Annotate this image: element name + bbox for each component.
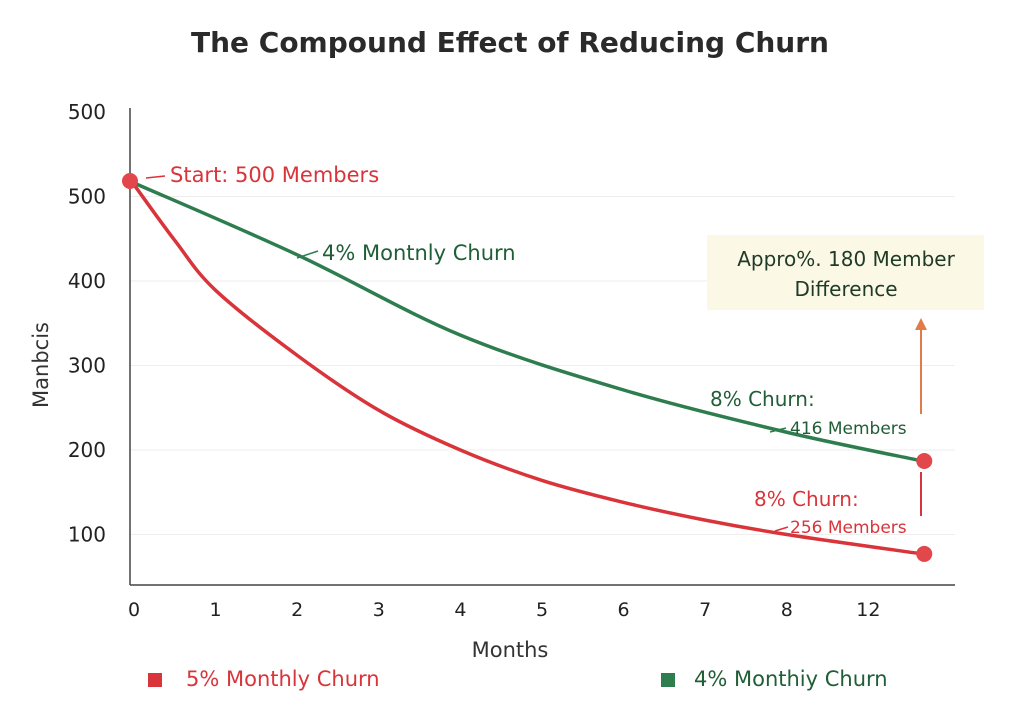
green-end-leader xyxy=(769,427,787,433)
start-annotation: Start: 500 Members xyxy=(170,163,379,187)
green-end-annotation-1: 8% Churn: xyxy=(710,387,815,411)
red-end-annotation-2: 256 Members xyxy=(790,518,907,538)
x-tick-label: 5 xyxy=(536,599,548,621)
green-end-annotation-2: 416 Members xyxy=(790,419,907,439)
x-tick-label: 7 xyxy=(699,599,711,621)
x-tick-label: 2 xyxy=(291,599,303,621)
x-tick-label: 1 xyxy=(210,599,222,621)
y-tick-label: 400 xyxy=(68,269,106,293)
y-tick-label: 100 xyxy=(68,523,106,547)
green-line-annotation: 4% Montnly Churn xyxy=(322,241,516,265)
series-line-red xyxy=(132,182,925,556)
start-point-marker xyxy=(122,173,138,189)
green-line-leader xyxy=(296,250,319,259)
x-axis-label: Months xyxy=(472,638,549,662)
x-tick-label: 8 xyxy=(781,599,793,621)
legend-label-green: 4% Monthiy Churn xyxy=(694,667,888,691)
difference-annotation-2: Difference xyxy=(794,277,897,301)
difference-arrow-head xyxy=(915,318,927,330)
y-axis-label: Manbcis xyxy=(29,322,53,408)
difference-annotation-1: Appro%. 180 Member xyxy=(737,247,955,271)
red-end-annotation-1: 8% Churn: xyxy=(754,487,859,511)
x-tick-label: 12 xyxy=(856,599,880,621)
legend-swatch-red xyxy=(148,673,162,687)
difference-box xyxy=(707,235,984,310)
x-tick-label: 6 xyxy=(618,599,630,621)
x-tick-label: 4 xyxy=(454,599,466,621)
y-tick-label: 500 xyxy=(68,100,106,124)
chart-title: The Compound Effect of Reducing Churn xyxy=(191,26,829,59)
start-leader xyxy=(145,175,166,179)
end-point-marker xyxy=(916,452,933,469)
y-tick-label: 200 xyxy=(68,438,106,462)
series-line-green xyxy=(132,181,925,463)
end-point-marker xyxy=(916,545,933,562)
legend-label-red: 5% Monthly Churn xyxy=(186,667,380,691)
legend-swatch-green xyxy=(661,673,675,687)
red-end-leader xyxy=(774,526,789,532)
y-tick-label: 300 xyxy=(68,354,106,378)
x-tick-label: 3 xyxy=(373,599,385,621)
y-tick-label: 500 xyxy=(68,185,106,209)
x-tick-label: 0 xyxy=(128,599,140,621)
